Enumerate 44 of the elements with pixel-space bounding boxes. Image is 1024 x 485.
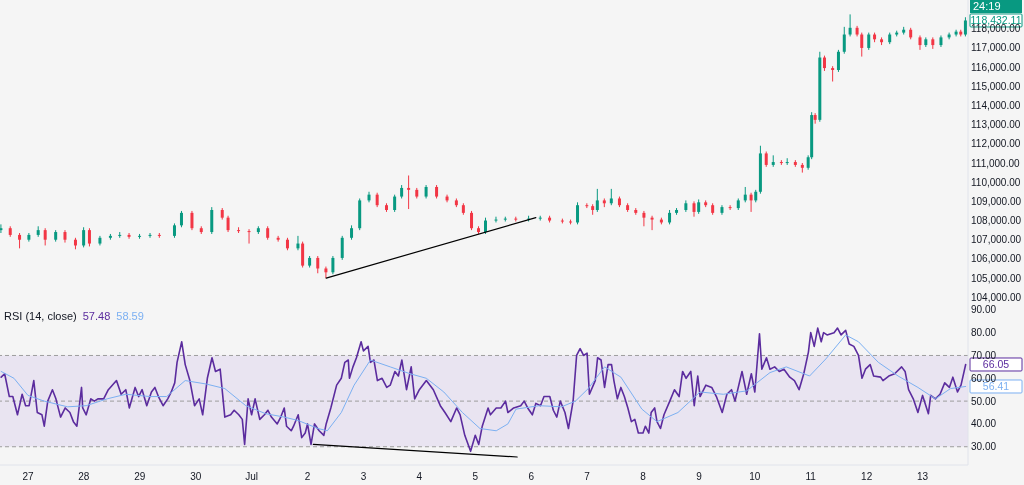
- y-tick-label: 111,000.00: [971, 157, 1020, 169]
- y-tick-label: 107,000.00: [971, 234, 1022, 246]
- x-tick-label: 3: [360, 471, 367, 483]
- x-tick-label: 11: [805, 471, 817, 483]
- y-tick-label: 80.00: [971, 327, 997, 339]
- y-tick-label: 110,000.00: [971, 176, 1021, 188]
- x-tick-label: 10: [749, 471, 761, 483]
- x-tick-label: 7: [584, 471, 591, 483]
- y-tick-label: 104,000.00: [971, 291, 1022, 303]
- y-tick-label: 108,000.00: [971, 215, 1022, 227]
- y-tick-label: 115,000.00: [971, 80, 1021, 92]
- x-tick-label: 4: [416, 471, 423, 483]
- y-tick-label: 113,000.00: [971, 119, 1021, 131]
- y-tick-label: 118,000.00: [971, 23, 1021, 35]
- x-tick-label: 6: [528, 471, 535, 483]
- y-tick-label: 106,000.00: [971, 253, 1022, 265]
- x-tick-label: 28: [78, 471, 90, 483]
- text: 24:19: [970, 0, 1022, 13]
- y-tick-label: 112,000.00: [971, 138, 1021, 150]
- x-tick-label: 5: [472, 471, 479, 483]
- x-tick-label: 29: [134, 471, 146, 483]
- x-tick-label: 12: [861, 471, 873, 483]
- y-tick-label: 60.00: [971, 372, 997, 384]
- y-tick-label: 70.00: [971, 350, 997, 362]
- x-tick-label: 13: [917, 471, 929, 483]
- y-tick-label: 40.00: [971, 418, 997, 430]
- x-tick-label: 27: [22, 471, 34, 483]
- y-tick-label: 116,000.00: [971, 61, 1021, 73]
- x-tick-label: Jul: [245, 471, 259, 483]
- y-tick-label: 117,000.00: [971, 42, 1021, 54]
- annotation: 118,432.11: [970, 13, 1022, 26]
- y-tick-label: 105,000.00: [971, 272, 1022, 284]
- annotation: 57.48: [82, 310, 111, 322]
- x-tick-label: 8: [640, 471, 647, 483]
- y-tick-label: 50.00: [971, 395, 997, 407]
- annotation: 58.59: [116, 310, 144, 322]
- x-tick-label: 2: [304, 471, 311, 483]
- y-tick-label: 109,000.00: [971, 195, 1022, 207]
- y-tick-label: 30.00: [971, 441, 997, 453]
- x-tick-label: 30: [190, 471, 202, 483]
- y-tick-label: 114,000.00: [971, 100, 1021, 112]
- text: RSI (14, close): [4, 310, 77, 322]
- y-tick-label: 90.00: [971, 304, 997, 316]
- x-tick-label: 9: [696, 471, 703, 483]
